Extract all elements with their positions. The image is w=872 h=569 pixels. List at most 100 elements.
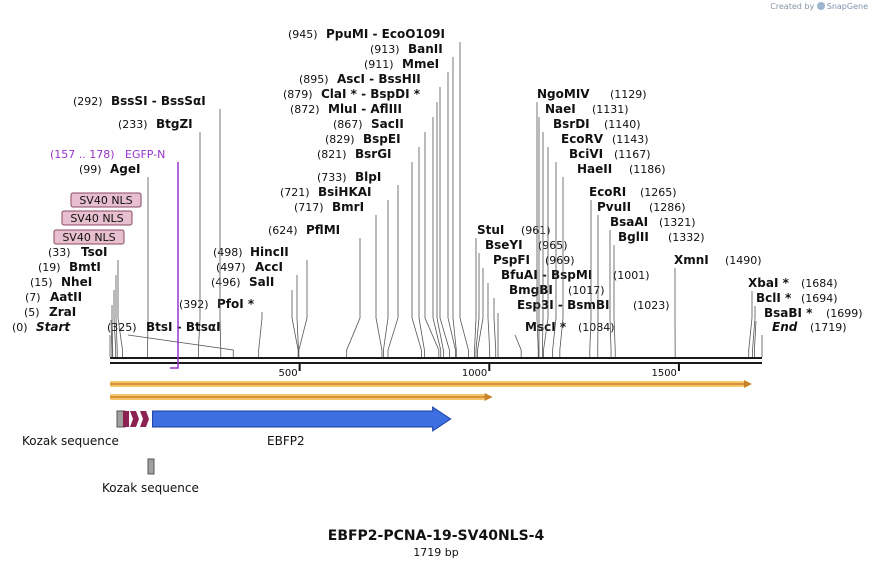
enzyme-connector	[477, 268, 484, 357]
enzyme-position: (233)	[118, 118, 148, 131]
enzyme-position: (1265)	[640, 186, 677, 199]
enzyme-position: (0)	[12, 321, 28, 334]
enzyme-connector	[113, 290, 117, 357]
primer-position: (157 .. 178)	[50, 148, 115, 161]
enzyme-connector	[543, 147, 549, 357]
enzyme-position: (1084)	[578, 321, 615, 334]
nls-feature-arrow	[140, 411, 149, 427]
enzyme-position: (325)	[107, 321, 137, 334]
enzyme-connector	[375, 215, 383, 357]
enzyme-connector	[474, 238, 477, 357]
enzyme-bsrgi: BsrGI	[355, 147, 392, 161]
enzyme-connector	[493, 298, 497, 357]
snapgene-logo-icon	[816, 2, 825, 10]
enzyme-bsssi-bsss-i: BssSI - BssSαI	[111, 94, 206, 108]
enzyme-position: (1332)	[668, 231, 705, 244]
enzyme-ecori: EcoRI	[589, 185, 626, 199]
enzyme-position: (969)	[545, 254, 575, 267]
enzyme-connector	[383, 200, 389, 357]
credit-prefix: Created by	[770, 2, 815, 11]
enzyme-position: (392)	[179, 298, 209, 311]
enzyme-connector	[487, 283, 491, 357]
enzyme-bseyi: BseYI	[485, 238, 523, 252]
enzyme-asci-bsshii: AscI - BssHII	[337, 72, 421, 86]
enzyme-connector	[459, 42, 469, 357]
enzyme-position: (33)	[48, 246, 71, 259]
sv40-nls-label: SV40 NLS	[62, 231, 115, 244]
enzyme-bsaai: BsaAI	[610, 215, 648, 229]
enzyme-connector	[439, 87, 450, 357]
enzyme-connector	[754, 320, 757, 357]
enzyme-connector	[447, 72, 456, 357]
enzyme-position: (1140)	[604, 118, 641, 131]
enzyme-ppumi-ecoo109i: PpuMI - EcoO109I	[326, 27, 445, 41]
enzyme-position: (965)	[538, 239, 568, 252]
enzyme-bcivi: BciVI	[569, 147, 603, 161]
enzyme-bmti: BmtI	[69, 260, 101, 274]
enzyme-position: (1699)	[826, 307, 863, 320]
enzyme-connector	[541, 132, 544, 357]
enzyme-position: (498)	[213, 246, 243, 259]
nls-feature-block	[123, 411, 129, 427]
enzyme-position: (1001)	[613, 269, 650, 282]
enzyme-bsrdi: BsrDI	[553, 117, 590, 131]
enzyme-hincii: HincII	[250, 245, 289, 259]
enzyme-connector	[752, 306, 756, 357]
enzyme-nhei: NheI	[61, 275, 92, 289]
map-length: 1719 bp	[413, 546, 459, 559]
enzyme-position: (867)	[333, 118, 363, 131]
enzyme-xmni: XmnI	[674, 253, 709, 267]
enzyme-connector	[432, 117, 442, 357]
enzyme-position: (872)	[290, 103, 320, 116]
enzyme-connector	[613, 245, 616, 357]
enzyme-start: Start	[36, 320, 71, 334]
enzyme-position: (1167)	[614, 148, 651, 161]
enzyme-position: (911)	[364, 58, 394, 71]
enzyme-position: (5)	[24, 306, 40, 319]
enzyme-position: (1129)	[610, 88, 647, 101]
enzyme-connector	[559, 177, 564, 357]
enzyme-position: (496)	[211, 276, 241, 289]
enzyme-position: (961)	[521, 224, 551, 237]
enzyme-aatii: AatII	[50, 290, 82, 304]
enzyme-connector	[111, 305, 114, 357]
enzyme-bmri: BmrI	[332, 200, 364, 214]
enzyme-connector	[418, 147, 425, 357]
enzyme-position: (1023)	[633, 299, 670, 312]
ebfp2-label: EBFP2	[267, 434, 305, 448]
enzyme-bglii: BglII	[618, 230, 649, 244]
enzyme-connector	[514, 334, 522, 357]
snapgene-credit: Created by SnapGene	[770, 2, 868, 11]
enzyme-position: (895)	[299, 73, 329, 86]
ruler-label: 1500	[651, 368, 676, 379]
enzyme-position: (913)	[370, 43, 400, 56]
enzyme-mmei: MmeI	[402, 57, 439, 71]
enzyme-position: (717)	[294, 201, 324, 214]
enzyme-connector	[424, 132, 440, 357]
enzyme-position: (1017)	[568, 284, 605, 297]
enzyme-msci: MscI *	[525, 320, 567, 334]
enzyme-xbai: XbaI *	[748, 276, 790, 290]
enzyme-position: (1694)	[801, 292, 838, 305]
orf-arrowhead	[744, 380, 752, 388]
enzyme-position: (1321)	[659, 216, 696, 229]
enzyme-position: (15)	[30, 276, 53, 289]
enzyme-connector	[197, 132, 201, 357]
enzyme-position: (1490)	[725, 254, 762, 267]
credit-brand: SnapGene	[826, 2, 868, 11]
enzyme-bfuai-bspmi: BfuAI - BspMI	[501, 268, 592, 282]
enzyme-position: (19)	[38, 261, 61, 274]
enzyme-position: (292)	[73, 95, 103, 108]
enzyme-zrai: ZraI	[49, 305, 76, 319]
ebfp2-feature-arrow	[152, 406, 452, 432]
map-title: EBFP2-PCNA-19-SV40NLS-4	[327, 528, 545, 544]
enzyme-position: (1286)	[649, 201, 686, 214]
enzyme-pspfi: PspFI	[493, 253, 530, 267]
enzyme-position: (99)	[79, 163, 102, 176]
enzyme-connector	[291, 290, 299, 357]
enzyme-btsi-bts-i: BtsI - BtsαI	[146, 320, 221, 334]
enzyme-sacii: SacII	[371, 117, 404, 131]
enzyme-bsihkai: BsiHKAI	[318, 185, 372, 199]
enzyme-connector	[589, 200, 592, 357]
